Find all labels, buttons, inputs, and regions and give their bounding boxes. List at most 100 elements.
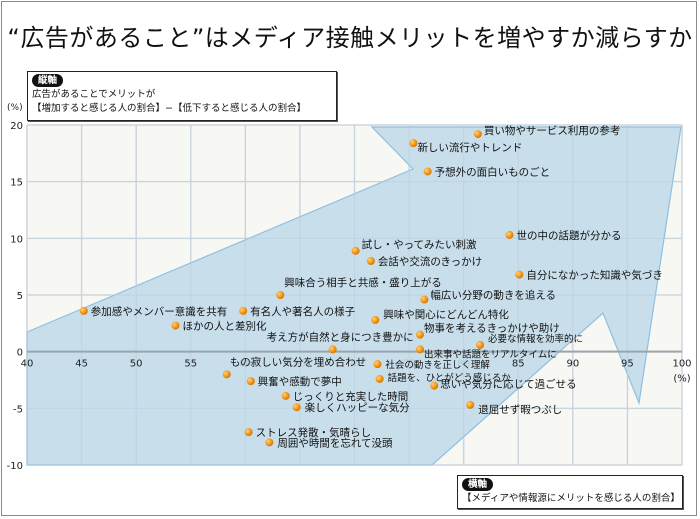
data-point: 有名人や著名人の様子 <box>239 305 355 318</box>
point-label: 有名人や著名人の様子 <box>250 305 355 318</box>
point-label: ストレス発散・気晴らし <box>256 426 372 439</box>
point-label: 社会の動きを正しく理解 <box>385 359 490 371</box>
data-point: 興味合う相手と共感・盛り上がる <box>276 276 442 299</box>
y-axis-unit: (%) <box>7 103 23 113</box>
point-label: 会話や交流のきっかけ <box>378 255 482 268</box>
svg-text:95: 95 <box>621 359 634 370</box>
data-point: 試し・やってみたい刺激 <box>351 238 477 255</box>
data-point: 出来事や話題をリアルタイムに <box>416 345 557 360</box>
svg-text:15: 15 <box>10 178 23 189</box>
svg-text:-5: -5 <box>13 404 23 415</box>
point-label: 退屈せず暇つぶし <box>478 404 562 416</box>
chart-title: “広告があること”はメディア接触メリットを増やすか減らすか <box>7 24 693 52</box>
point-label: 幅広い分野の動きを追える <box>430 289 556 302</box>
svg-text:70: 70 <box>348 359 361 370</box>
svg-text:20: 20 <box>10 121 23 132</box>
point-marker <box>423 167 432 176</box>
svg-text:0: 0 <box>17 348 23 359</box>
svg-text:40: 40 <box>21 359 34 370</box>
x-axis-tag: 横軸 <box>462 478 494 491</box>
data-point: 退屈せず暇つぶし <box>466 400 562 416</box>
point-marker <box>244 428 253 437</box>
point-marker <box>515 270 524 279</box>
point-label: 試し・やってみたい刺激 <box>362 238 477 251</box>
point-marker <box>375 374 384 383</box>
svg-text:90: 90 <box>566 359 579 370</box>
point-marker <box>473 130 482 139</box>
point-label: 参加感やメンバー意識を共有 <box>91 305 228 318</box>
point-label: 思いや気分に応じて過ごせる <box>440 378 576 391</box>
point-label: 出来事や話題をリアルタイムに <box>424 348 557 360</box>
point-label: 興味や関心にどんどん特化 <box>383 308 509 321</box>
point-marker <box>222 370 231 379</box>
point-label: 物事を考えるきっかけや助け <box>424 322 560 335</box>
point-label: 買い物やサービス利用の参考 <box>484 124 621 137</box>
data-point: 世の中の話題が分かる <box>505 229 622 242</box>
point-marker <box>171 321 180 330</box>
data-point: ストレス発散・気晴らし <box>244 426 372 439</box>
data-point: 思いや気分に応じて過ごせる <box>430 378 577 391</box>
data-point: ほかの人と差別化 <box>171 320 267 333</box>
data-point: 必要な情報を効率的に <box>476 333 583 349</box>
point-label: ほかの人と差別化 <box>182 320 266 333</box>
point-marker <box>409 139 418 148</box>
svg-text:-10: -10 <box>7 461 23 472</box>
x-axis-legend: 横軸 【メディアや情報源にメリットを感じる人の割合】 <box>457 475 683 509</box>
point-label: 楽しくハッピーな気分 <box>305 401 410 414</box>
point-label: もの寂しい気分を埋め合わせ <box>230 355 367 368</box>
point-marker <box>371 315 380 324</box>
svg-text:100: 100 <box>672 359 691 370</box>
svg-text:50: 50 <box>130 359 143 370</box>
point-label: 考え方が自然と身につき豊かに <box>267 330 414 343</box>
data-point: 興奮や感動で夢中 <box>246 375 342 388</box>
point-marker <box>430 381 439 390</box>
point-marker <box>420 295 429 304</box>
point-label: 必要な情報を効率的に <box>488 333 583 345</box>
y-axis-legend-line1: 広告があることでメリットが <box>32 89 156 100</box>
svg-text:(%): (%) <box>673 374 690 385</box>
y-axis-legend-line2: 【増加すると感じる人の割合】−【低下すると感じる人の割合】 <box>32 103 306 114</box>
point-marker <box>292 403 301 412</box>
data-point: 予想外の面白いものごと <box>423 165 551 178</box>
axis-ticks: -10 -5 0 5 10 15 20 40 45 50 55 60 65 70 75 80 85 90 95 100… <box>7 121 692 472</box>
x-axis-legend-line1: 【メディアや情報源にメリットを感じる人の割合】 <box>462 493 680 504</box>
svg-text:5: 5 <box>17 291 23 302</box>
data-point: 幅広い分野の動きを追える <box>420 289 556 304</box>
point-label: 興味合う相手と共感・盛り上がる <box>284 276 442 289</box>
svg-text:65: 65 <box>294 359 307 370</box>
point-marker <box>476 340 485 349</box>
data-point: 社会の動きを正しく理解 <box>373 359 490 371</box>
data-point: 会話や交流のきっかけ <box>366 255 482 268</box>
data-point: 買い物やサービス利用の参考 <box>473 124 621 139</box>
point-marker <box>366 257 375 265</box>
point-marker <box>416 345 424 354</box>
point-marker <box>466 400 475 409</box>
y-axis-legend: 縦軸 広告があることでメリットが 【増加すると感じる人の割合】−【低下すると感じ… <box>27 71 337 121</box>
data-point: もの寂しい気分を埋め合わせ <box>222 355 367 379</box>
point-label: 予想外の面白いものごと <box>435 165 551 178</box>
point-marker <box>328 345 337 354</box>
data-point: 話題を、ひとがどう感じるか <box>375 372 512 384</box>
data-point: 考え方が自然と身につき豊かに <box>267 330 414 354</box>
point-label: 世の中の話題が分かる <box>517 229 622 242</box>
point-label: 自分になかった知識や気づき <box>526 269 663 282</box>
point-label: じっくりと充実した時間 <box>293 390 409 403</box>
data-point: 周囲や時間を忘れて没頭 <box>265 436 393 449</box>
data-point: じっくりと充実した時間 <box>281 390 409 403</box>
svg-text:80: 80 <box>457 359 470 370</box>
data-point: 自分になかった知識や気づき <box>515 269 663 282</box>
svg-text:55: 55 <box>184 359 197 370</box>
svg-text:45: 45 <box>75 359 88 370</box>
data-points: 買い物やサービス利用の参考新しい流行やトレンド予想外の面白いものごと世の中の話題… <box>79 124 663 449</box>
data-point: 物事を考えるきっかけや助け <box>416 322 560 339</box>
grid-lines-overlay <box>26 124 683 466</box>
point-marker <box>79 306 88 315</box>
data-point: 興味や関心にどんどん特化 <box>371 308 509 324</box>
point-marker <box>416 330 424 339</box>
point-label: 話題を、ひとがどう感じるか <box>388 372 512 384</box>
point-marker <box>239 306 248 315</box>
point-marker <box>276 291 285 299</box>
svg-text:75: 75 <box>403 359 416 370</box>
